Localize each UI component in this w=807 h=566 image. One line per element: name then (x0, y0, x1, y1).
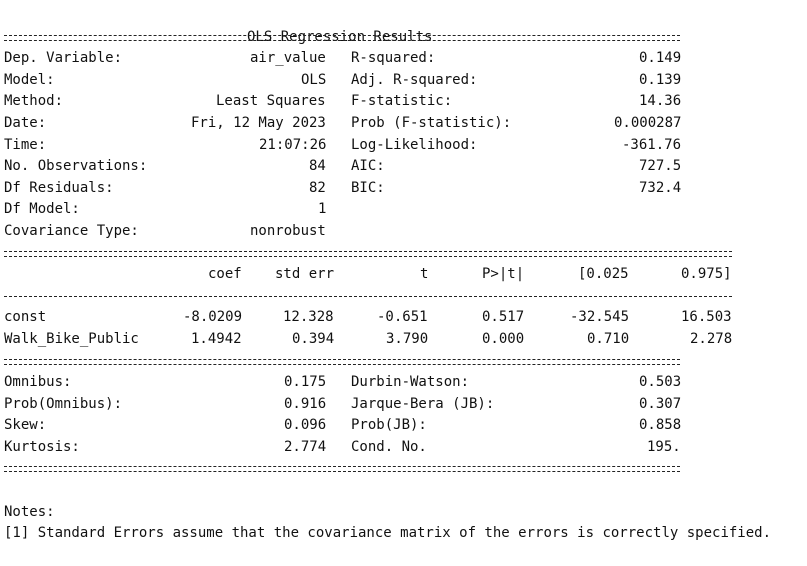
diag-value: 2.774 (284, 438, 327, 455)
stat-label: R-squared: (351, 50, 436, 67)
summary-row: Dep. Variable: air_value R-squared: 0.14… (4, 48, 771, 70)
summary-value: nonrobust (250, 222, 326, 239)
summary-row: No. Observations: 84 AIC: 727.5 (4, 156, 771, 178)
coef-table: coef std err t P>|t| [0.025 0.975] const… (4, 264, 771, 350)
table-cell: 3.790 (386, 330, 429, 347)
diag-label: Cond. No. (351, 438, 427, 455)
summary-label: Covariance Type: (4, 222, 139, 239)
diag-value: 0.858 (639, 417, 682, 434)
table-cell: 0.000 (482, 330, 525, 347)
summary-row: Model: OLS Adj. R-squared: 0.139 (4, 70, 771, 92)
stat-label: Adj. R-squared: (351, 71, 478, 88)
summary-value: 21:07:26 (259, 136, 327, 153)
spacer (4, 480, 771, 502)
diag-label: Omnibus: (4, 374, 72, 391)
page-title: OLS Regression Results (247, 28, 433, 45)
table-cell: -32.545 (570, 309, 630, 326)
summary-value: 82 (309, 179, 326, 196)
table-cell: 2.278 (690, 330, 733, 347)
diag-label: Prob(JB): (351, 417, 427, 434)
diag-label: Jarque-Bera (JB): (351, 395, 495, 412)
diag-value: 195. (647, 438, 681, 455)
stat-value: 0.000287 (614, 114, 682, 131)
diagnostics-row: Omnibus: 0.175 Durbin-Watson: 0.503 (4, 372, 771, 394)
diag-value: 0.175 (284, 374, 327, 391)
notes-heading: Notes: (4, 503, 55, 520)
title-row: OLS Regression Results (4, 5, 771, 45)
diag-label: Prob(Omnibus): (4, 395, 123, 412)
diagnostics-block: Omnibus: 0.175 Durbin-Watson: 0.503 Prob… (4, 372, 771, 458)
stat-value: 732.4 (639, 179, 682, 196)
summary-row: Time: 21:07:26 Log-Likelihood: -361.76 (4, 135, 771, 157)
stat-label: AIC: (351, 158, 385, 175)
table-cell: 12.328 (283, 309, 334, 326)
diag-value: 0.307 (639, 395, 682, 412)
table-cell: 0.517 (482, 309, 525, 326)
summary-row: Date: Fri, 12 May 2023 Prob (F-statistic… (4, 113, 771, 135)
summary-row: Df Model: 1 (4, 199, 771, 221)
divider (4, 27, 771, 49)
divider (4, 458, 771, 480)
diagnostics-row: Skew: 0.096 Prob(JB): 0.858 (4, 415, 771, 437)
row-label: Walk_Bike_Public (4, 330, 139, 347)
summary-row: Covariance Type: nonrobust (4, 221, 771, 243)
stat-label: Log-Likelihood: (351, 136, 478, 153)
stat-value: -361.76 (622, 136, 682, 153)
stat-label: Prob (F-statistic): (351, 114, 512, 131)
col-header: 0.975] (681, 266, 732, 283)
table-cell: 0.394 (292, 330, 335, 347)
table-cell: -8.0209 (183, 309, 243, 326)
table-cell: 1.4942 (191, 330, 242, 347)
diagnostics-row: Kurtosis: 2.774 Cond. No. 195. (4, 437, 771, 459)
coef-header-row: coef std err t P>|t| [0.025 0.975] (4, 264, 771, 286)
summary-row: Method: Least Squares F-statistic: 14.36 (4, 91, 771, 113)
diag-label: Kurtosis: (4, 438, 80, 455)
divider (4, 351, 771, 373)
stat-label: BIC: (351, 179, 385, 196)
table-cell: -0.651 (377, 309, 428, 326)
col-header: coef (208, 266, 242, 283)
summary-label: Df Residuals: (4, 179, 114, 196)
ols-results: OLS Regression Results Dep. Variable: ai… (4, 5, 771, 545)
col-header: P>|t| (482, 266, 525, 283)
summary-value: OLS (301, 71, 327, 88)
diag-value: 0.096 (284, 417, 327, 434)
stat-value: 14.36 (639, 93, 682, 110)
col-header: std err (275, 266, 335, 283)
summary-label: Df Model: (4, 201, 80, 218)
divider (4, 286, 771, 308)
row-label: const (4, 309, 47, 326)
notes-block: Notes: [1] Standard Errors assume that t… (4, 502, 771, 545)
summary-block: Dep. Variable: air_value R-squared: 0.14… (4, 48, 771, 242)
summary-label: Model: (4, 71, 55, 88)
table-row: const -8.0209 12.328 -0.651 0.517 -32.54… (4, 307, 771, 329)
summary-value: 1 (318, 201, 327, 218)
table-cell: 16.503 (681, 309, 732, 326)
stat-label: F-statistic: (351, 93, 453, 110)
summary-label: Date: (4, 114, 47, 131)
summary-row: Df Residuals: 82 BIC: 732.4 (4, 178, 771, 200)
summary-label: Time: (4, 136, 47, 153)
col-header: t (420, 266, 429, 283)
summary-value: air_value (250, 50, 326, 67)
diag-value: 0.503 (639, 374, 682, 391)
summary-value: 84 (309, 158, 326, 175)
diag-label: Skew: (4, 417, 47, 434)
divider (4, 243, 771, 265)
stat-value: 0.149 (639, 50, 682, 67)
summary-label: No. Observations: (4, 158, 148, 175)
diag-value: 0.916 (284, 395, 327, 412)
diag-label: Durbin-Watson: (351, 374, 470, 391)
stat-value: 727.5 (639, 158, 682, 175)
summary-label: Method: (4, 93, 64, 110)
col-header: [0.025 (578, 266, 629, 283)
summary-label: Dep. Variable: (4, 50, 123, 67)
summary-value: Fri, 12 May 2023 (191, 114, 326, 131)
diagnostics-row: Prob(Omnibus): 0.916 Jarque-Bera (JB): 0… (4, 394, 771, 416)
note-item: [1] Standard Errors assume that the cova… (4, 525, 772, 542)
table-cell: 0.710 (587, 330, 630, 347)
stat-value: 0.139 (639, 71, 682, 88)
summary-value: Least Squares (216, 93, 326, 110)
table-row: Walk_Bike_Public 1.4942 0.394 3.790 0.00… (4, 329, 771, 351)
